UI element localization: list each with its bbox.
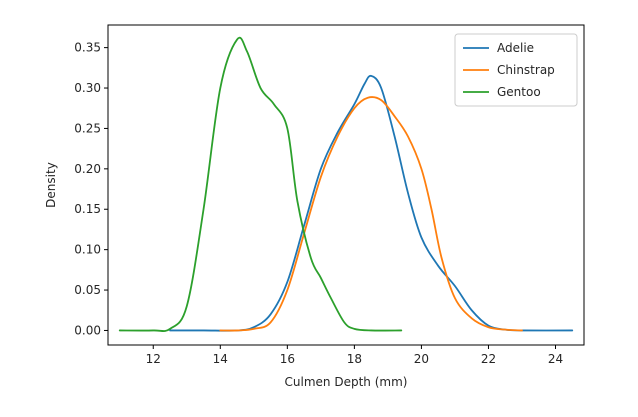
x-tick-label: 22 xyxy=(481,352,496,366)
legend-label-gentoo: Gentoo xyxy=(497,85,541,99)
y-tick-label: 0.15 xyxy=(74,202,101,216)
plot-lines xyxy=(118,36,574,332)
series-line-chinstrap xyxy=(219,96,523,332)
legend-box xyxy=(454,33,578,107)
y-tick-label: 0.30 xyxy=(74,81,101,95)
series-line-adelie xyxy=(169,74,574,332)
x-axis: 12 14 16 18 20 22 24 xyxy=(146,345,563,366)
legend-label-chinstrap: Chinstrap xyxy=(497,63,555,77)
x-tick-label: 12 xyxy=(146,352,161,366)
plot-frame xyxy=(107,24,585,346)
y-tick-label: 0.20 xyxy=(74,162,101,176)
legend-label-adelie: Adelie xyxy=(497,41,534,55)
y-tick-label: 0.35 xyxy=(74,41,101,55)
x-tick-label: 20 xyxy=(414,352,429,366)
y-tick-label: 0.05 xyxy=(74,283,101,297)
x-tick-label: 18 xyxy=(347,352,362,366)
y-tick-label: 0.00 xyxy=(74,323,101,337)
series-line-gentoo xyxy=(118,36,403,332)
legend: Adelie Chinstrap Gentoo xyxy=(454,33,578,107)
x-tick-label: 14 xyxy=(213,352,228,366)
y-tick-label: 0.10 xyxy=(74,243,101,257)
x-tick-label: 24 xyxy=(548,352,563,366)
x-tick-label: 16 xyxy=(280,352,295,366)
x-axis-label: Culmen Depth (mm) xyxy=(285,375,408,389)
y-tick-label: 0.25 xyxy=(74,121,101,135)
y-axis: 0.00 0.05 0.10 0.15 0.20 0.25 0.30 0.35 xyxy=(74,41,108,337)
y-axis-label: Density xyxy=(44,162,58,208)
